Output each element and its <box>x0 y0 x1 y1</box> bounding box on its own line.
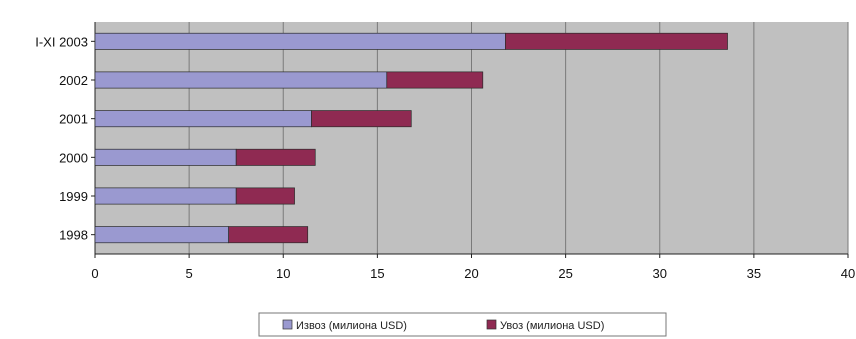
legend: Извоз (милиона USD) Увоз (милиона USD) <box>258 312 667 337</box>
legend-box <box>258 312 667 337</box>
bar-import <box>505 32 728 50</box>
y-tick-label: 2000 <box>59 150 88 165</box>
legend-swatch-export <box>282 319 293 330</box>
x-tick-label: 0 <box>91 266 98 281</box>
gridlines <box>188 22 849 254</box>
legend-label-export: Извоз (милиона USD) <box>296 320 407 332</box>
x-tick-label: 35 <box>747 266 761 281</box>
bar-export <box>94 32 506 50</box>
legend-swatch-import <box>486 319 497 330</box>
x-tick-label: 5 <box>186 266 193 281</box>
y-tick-label: 2002 <box>59 73 88 88</box>
bar-export <box>94 226 230 244</box>
y-tick-label: 1999 <box>59 189 88 204</box>
legend-label-import: Увоз (милиона USD) <box>500 320 604 332</box>
bar-import <box>386 71 484 89</box>
y-tick-label: 1998 <box>59 228 88 243</box>
x-tick-label: 10 <box>276 266 290 281</box>
category-labels: 1998 1999 2000 2001 2002 I-XI 2003 <box>35 34 95 243</box>
x-tick-label: 15 <box>370 266 384 281</box>
x-tick-label: 40 <box>841 266 855 281</box>
y-tick-label: I-XI 2003 <box>35 34 88 49</box>
x-tick-label: 25 <box>558 266 572 281</box>
bar-export <box>94 110 312 128</box>
bar-import <box>235 148 316 166</box>
bar-export <box>94 187 237 205</box>
bar-import <box>228 226 309 244</box>
x-tick-label: 30 <box>653 266 667 281</box>
value-labels: 0 5 10 15 20 25 30 35 40 <box>91 254 855 281</box>
x-tick-label: 20 <box>464 266 478 281</box>
bar-export <box>94 71 388 89</box>
bar-export <box>94 148 237 166</box>
bar-import <box>311 110 412 128</box>
bar-import <box>235 187 295 205</box>
y-tick-label: 2001 <box>59 112 88 127</box>
bars <box>94 32 728 244</box>
